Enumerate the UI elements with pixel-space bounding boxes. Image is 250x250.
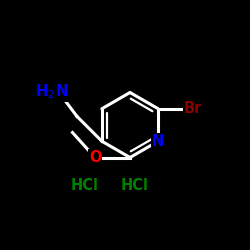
Text: HCl: HCl — [121, 178, 149, 192]
Text: O: O — [89, 150, 101, 165]
Text: N: N — [152, 134, 164, 149]
Text: H$_2$N: H$_2$N — [35, 82, 68, 100]
Text: HCl: HCl — [71, 178, 99, 192]
Text: Br: Br — [184, 101, 202, 116]
